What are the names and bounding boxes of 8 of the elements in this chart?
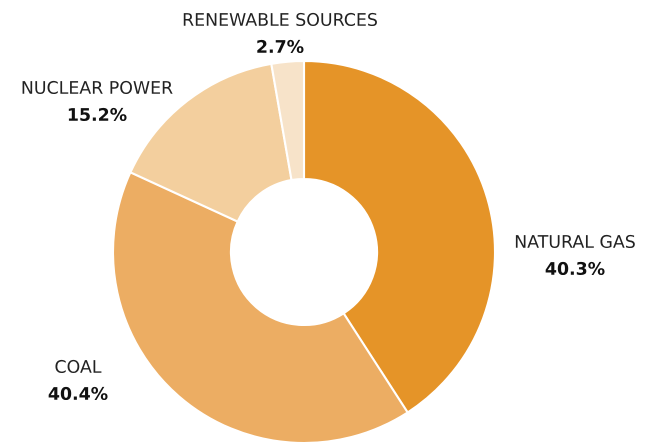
data-label: 2.7% <box>257 40 304 54</box>
slice-label: NATURAL GAS <box>516 234 635 248</box>
data-label: 15.2% <box>68 108 127 122</box>
data-label: 40.4% <box>48 386 108 400</box>
slice-label: COAL <box>55 360 102 374</box>
slice-label: NUCLEAR POWER <box>22 80 173 94</box>
data-label: 40.3% <box>546 262 605 276</box>
slice-label: RENEWABLE SOURCES <box>184 12 377 26</box>
